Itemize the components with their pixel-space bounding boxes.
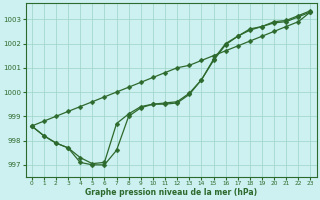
X-axis label: Graphe pression niveau de la mer (hPa): Graphe pression niveau de la mer (hPa)	[85, 188, 257, 197]
